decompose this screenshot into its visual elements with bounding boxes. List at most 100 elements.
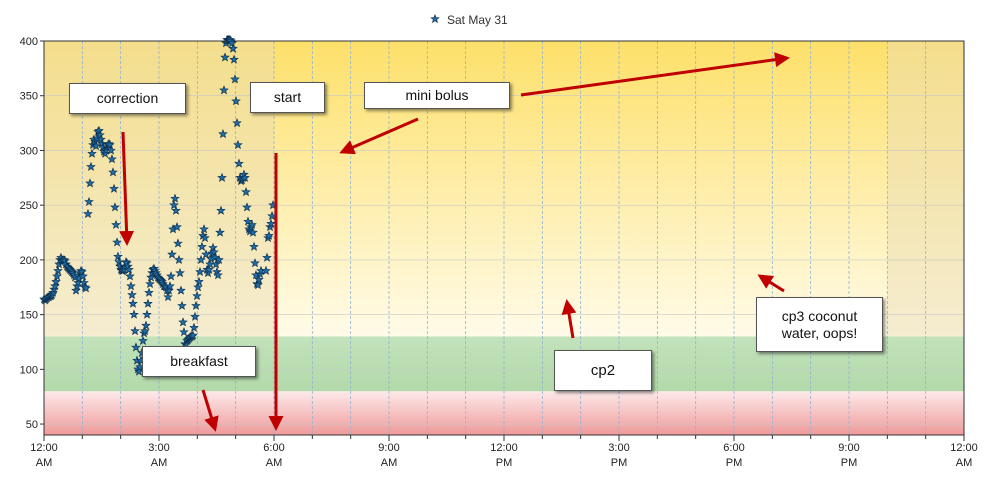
data-point	[215, 227, 225, 237]
data-point	[138, 335, 148, 345]
data-point	[96, 134, 106, 144]
data-point	[142, 309, 152, 319]
x-tick-label-ampm: AM	[381, 457, 398, 469]
data-point	[145, 278, 155, 289]
arrow-cp3	[757, 274, 785, 293]
data-point	[248, 227, 258, 237]
data-point	[172, 222, 182, 232]
data-point	[83, 208, 93, 218]
data-point	[177, 300, 187, 310]
data-point	[91, 141, 101, 151]
data-point	[106, 145, 116, 155]
data-point	[210, 252, 220, 262]
legend-label: Sat May 31	[447, 13, 508, 27]
data-point	[94, 125, 104, 135]
data-point	[165, 281, 175, 291]
data-point	[218, 128, 228, 139]
x-tick-label-ampm: AM	[151, 457, 168, 469]
data-point	[79, 277, 89, 287]
data-point	[124, 264, 134, 274]
y-tick-label: 200	[20, 255, 38, 267]
data-point	[107, 154, 117, 164]
data-point	[81, 283, 91, 293]
x-tick-label-ampm: PM	[726, 457, 743, 469]
data-point	[178, 317, 188, 327]
data-point	[241, 186, 251, 197]
data-point	[174, 254, 184, 264]
data-point	[217, 172, 227, 182]
data-point	[140, 325, 150, 336]
data-point	[229, 54, 239, 64]
arrow-correction	[119, 131, 135, 246]
annotation-mini-bolus: mini bolus	[364, 82, 510, 109]
x-tick-label: 6:00	[263, 442, 284, 454]
x-tick-label-ampm: PM	[841, 457, 858, 469]
data-point	[52, 271, 62, 281]
data-point	[166, 271, 176, 281]
x-tick-label: 12:00	[30, 442, 58, 454]
y-tick-label: 100	[20, 364, 38, 376]
arrow-breakfast	[201, 389, 219, 432]
data-point	[87, 148, 97, 158]
data-point	[110, 202, 120, 212]
data-point	[253, 280, 263, 290]
x-tick-label: 12:00	[490, 442, 518, 454]
data-point	[220, 52, 230, 62]
data-point	[105, 139, 115, 150]
y-tick-label: 250	[20, 200, 38, 212]
legend-star-icon	[430, 13, 440, 24]
x-tick-label-ampm: PM	[611, 457, 628, 469]
data-point	[171, 205, 181, 215]
data-point	[250, 258, 260, 268]
data-point	[131, 342, 141, 352]
data-point	[143, 298, 153, 308]
x-tick-label-ampm: AM	[266, 457, 283, 469]
data-point	[197, 241, 207, 251]
data-point	[230, 74, 240, 84]
annotation-cp3: cp3 coconut water, oops!	[756, 297, 883, 352]
data-point	[192, 290, 202, 301]
data-point	[213, 270, 223, 280]
data-point	[196, 254, 206, 264]
data-point	[209, 247, 219, 257]
data-point	[144, 287, 154, 297]
x-tick-label: 6:00	[723, 442, 744, 454]
data-point	[190, 311, 200, 321]
data-point	[163, 292, 173, 302]
data-point	[199, 224, 209, 234]
arrow-cp2	[561, 299, 577, 339]
data-point	[86, 161, 96, 171]
data-point	[216, 205, 226, 215]
data-point	[214, 254, 224, 264]
data-point	[208, 242, 218, 252]
x-tick-label: 3:00	[608, 442, 629, 454]
data-point	[113, 251, 123, 261]
data-point	[193, 282, 203, 292]
data-point	[254, 274, 264, 284]
annotation-arrows	[119, 52, 790, 432]
y-tick-label: 50	[26, 419, 38, 431]
data-point	[127, 289, 137, 299]
data-point	[176, 285, 186, 295]
data-point	[175, 267, 185, 278]
data-point	[51, 276, 61, 286]
data-point	[125, 271, 135, 281]
x-tick-label: 3:00	[148, 442, 169, 454]
data-point	[109, 183, 119, 193]
y-tick-label: 400	[20, 36, 38, 48]
x-tick-label-ampm: PM	[496, 457, 513, 469]
x-tick-label: 9:00	[378, 442, 399, 454]
data-point	[204, 264, 214, 274]
data-point	[195, 266, 205, 277]
data-point	[240, 172, 250, 182]
data-point	[170, 193, 180, 203]
arrow-mini-bolus	[339, 117, 419, 155]
data-point	[219, 85, 229, 95]
data-point	[249, 241, 259, 251]
data-point	[77, 266, 87, 277]
data-point	[191, 300, 201, 310]
data-point	[233, 139, 243, 150]
annotation-correction: correction	[69, 83, 186, 114]
data-point	[231, 96, 241, 106]
